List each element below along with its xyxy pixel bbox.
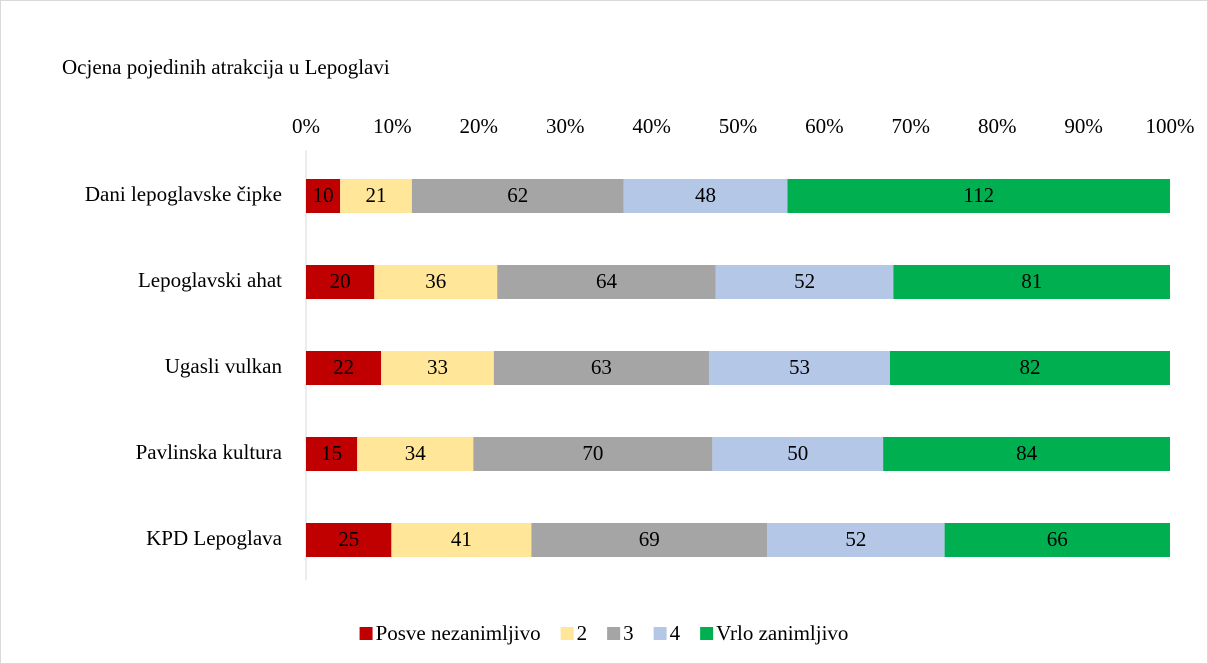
y-tick-label: KPD Lepoglava xyxy=(146,526,283,550)
x-tick-label: 20% xyxy=(460,114,499,138)
legend-label: 3 xyxy=(623,621,634,645)
x-tick-label: 70% xyxy=(892,114,931,138)
x-tick-label: 90% xyxy=(1064,114,1103,138)
legend-swatch xyxy=(607,627,621,640)
data-label: 22 xyxy=(333,355,354,379)
legend-swatch xyxy=(560,627,574,640)
data-label: 10 xyxy=(313,183,334,207)
legend-label: Vrlo zanimljivo xyxy=(716,621,848,645)
data-label: 81 xyxy=(1021,269,1042,293)
legend-swatch xyxy=(359,627,373,640)
legend-swatch xyxy=(700,627,714,640)
bar-segment xyxy=(531,523,768,557)
data-label: 25 xyxy=(338,527,359,551)
bar-segment xyxy=(306,265,375,299)
x-tick-label: 100% xyxy=(1146,114,1195,138)
data-label: 64 xyxy=(596,269,618,293)
bar-segment xyxy=(889,351,1170,385)
data-label: 15 xyxy=(321,441,342,465)
bar-segment xyxy=(883,437,1170,471)
chart-title: Ocjena pojedinih atrakcija u Lepoglavi xyxy=(62,55,390,79)
legend-swatch xyxy=(653,627,667,640)
x-tick-label: 80% xyxy=(978,114,1017,138)
data-label: 62 xyxy=(507,183,528,207)
bar-segment xyxy=(381,351,494,385)
y-tick-label: Lepoglavski ahat xyxy=(138,268,282,292)
bar-segment xyxy=(374,265,498,299)
data-label: 84 xyxy=(1016,441,1038,465)
data-label: 63 xyxy=(591,355,612,379)
bar-segment xyxy=(357,437,474,471)
bar-segment xyxy=(893,265,1170,299)
y-tick-label: Pavlinska kultura xyxy=(136,440,283,464)
data-label: 20 xyxy=(330,269,351,293)
bar-segment xyxy=(340,179,412,213)
x-tick-label: 0% xyxy=(292,114,320,138)
x-tick-label: 30% xyxy=(546,114,585,138)
data-label: 69 xyxy=(639,527,660,551)
y-tick-label: Ugasli vulkan xyxy=(165,354,283,378)
data-label: 33 xyxy=(427,355,448,379)
data-label: 53 xyxy=(789,355,810,379)
data-label: 52 xyxy=(794,269,815,293)
bar-segment xyxy=(411,179,624,213)
bar-segment xyxy=(787,179,1170,213)
data-label: 34 xyxy=(405,441,427,465)
data-label: 112 xyxy=(963,183,994,207)
bar-segment xyxy=(497,265,716,299)
data-label: 50 xyxy=(787,441,808,465)
bar-segment xyxy=(306,523,392,557)
x-tick-label: 60% xyxy=(805,114,844,138)
data-label: 82 xyxy=(1019,355,1040,379)
y-tick-label: Dani lepoglavske čipke xyxy=(85,182,282,206)
x-tick-label: 10% xyxy=(373,114,412,138)
data-label: 41 xyxy=(451,527,472,551)
bar-segment xyxy=(306,437,358,471)
bar-segment xyxy=(306,179,341,213)
data-label: 70 xyxy=(582,441,603,465)
data-label: 36 xyxy=(425,269,446,293)
x-tick-label: 50% xyxy=(719,114,758,138)
bar-segment xyxy=(473,437,713,471)
bar-segment xyxy=(391,523,532,557)
legend-label: 4 xyxy=(670,621,681,645)
data-label: 21 xyxy=(366,183,387,207)
bar-segment xyxy=(623,179,788,213)
bar-segment xyxy=(767,523,945,557)
bar-segment xyxy=(715,265,894,299)
bar-segment xyxy=(944,523,1170,557)
bar-segment xyxy=(712,437,884,471)
bar-segment xyxy=(306,351,382,385)
data-label: 48 xyxy=(695,183,716,207)
legend-label: 2 xyxy=(577,621,588,645)
bar-segment xyxy=(493,351,709,385)
data-label: 52 xyxy=(845,527,866,551)
legend-label: Posve nezanimljivo xyxy=(376,621,541,645)
x-tick-label: 40% xyxy=(632,114,671,138)
data-label: 66 xyxy=(1047,527,1068,551)
bar-segment xyxy=(708,351,890,385)
